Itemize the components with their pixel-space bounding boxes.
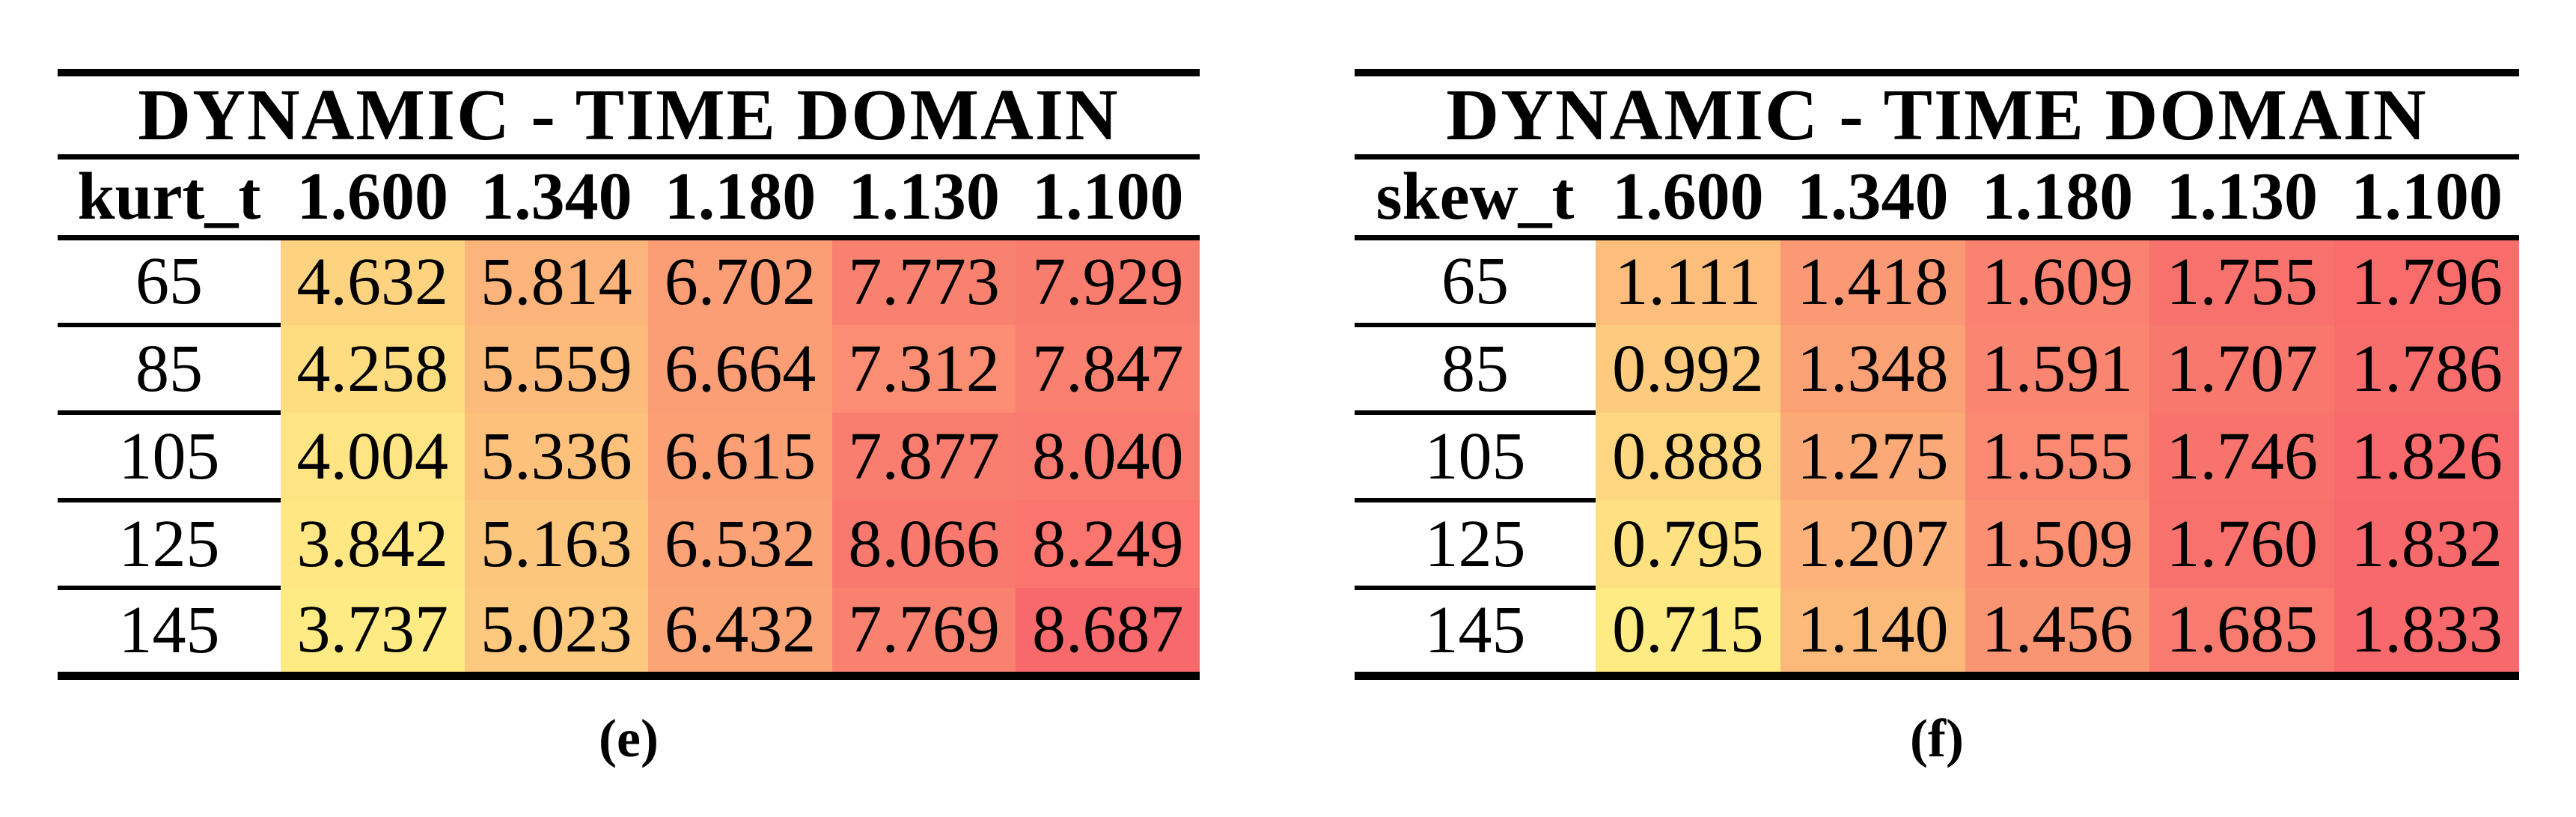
row-header-cell: 65 xyxy=(1355,237,1596,327)
heatmap-cell: 1.707 xyxy=(2149,325,2335,413)
col-header-cell: 1.340 xyxy=(1780,157,1965,240)
heatmap-cell: 0.795 xyxy=(1596,500,1780,588)
col-header-cell: 1.180 xyxy=(1965,157,2150,240)
heatmap-table-skew-t: DYNAMIC - TIME DOMAIN skew_t 1.600 1.340 1.1… xyxy=(1355,69,2519,680)
heatmap-cell: 6.702 xyxy=(648,237,832,325)
heatmap-cell: 0.888 xyxy=(1596,413,1780,500)
row-header-cell: 85 xyxy=(58,325,281,415)
row-header-cell: 125 xyxy=(1355,500,1596,590)
heatmap-cell: 4.632 xyxy=(281,237,465,325)
row-header-cell: 105 xyxy=(1355,413,1596,502)
heatmap-cell: 1.456 xyxy=(1965,588,2150,675)
heatmap-cell: 5.023 xyxy=(464,588,649,675)
heatmap-cell: 8.066 xyxy=(831,500,1016,588)
heatmap-cell: 6.664 xyxy=(648,325,832,413)
heatmap-cell: 3.842 xyxy=(281,500,465,588)
table-title: DYNAMIC - TIME DOMAIN xyxy=(58,73,1200,160)
subfigure-caption-f: (f) xyxy=(1910,708,1964,768)
heatmap-cell: 1.555 xyxy=(1965,413,2150,500)
heatmap-cell: 1.760 xyxy=(2149,500,2335,588)
heatmap-cell: 1.140 xyxy=(1780,588,1965,675)
row-header-cell: 145 xyxy=(58,588,281,675)
col-header-cell: 1.340 xyxy=(464,157,649,240)
table-title-row: DYNAMIC - TIME DOMAIN xyxy=(1355,73,2519,160)
heatmap-cell: 7.877 xyxy=(831,413,1016,500)
heatmap-cell: 7.769 xyxy=(831,588,1016,675)
col-header-cell: 1.600 xyxy=(1596,157,1780,240)
heatmap-cell: 3.737 xyxy=(281,588,465,675)
heatmap-cell: 8.040 xyxy=(1016,413,1200,500)
table-row: 85 4.258 5.559 6.664 7.312 7.847 xyxy=(58,325,1200,415)
table-row: 125 0.795 1.207 1.509 1.760 1.832 xyxy=(1355,500,2519,590)
table-title-row: DYNAMIC - TIME DOMAIN xyxy=(58,73,1200,160)
heatmap-cell: 8.249 xyxy=(1016,500,1200,588)
corner-header-cell: kurt_t xyxy=(58,157,281,240)
heatmap-cell: 1.833 xyxy=(2334,588,2519,675)
heatmap-cell: 8.687 xyxy=(1016,588,1200,675)
heatmap-cell: 6.615 xyxy=(648,413,832,500)
row-header-cell: 65 xyxy=(58,237,281,327)
col-header-cell: 1.130 xyxy=(2149,157,2335,240)
col-header-cell: 1.130 xyxy=(831,157,1016,240)
table-header-row: skew_t 1.600 1.340 1.180 1.130 1.100 xyxy=(1355,157,2519,240)
table-row: 85 0.992 1.348 1.591 1.707 1.786 xyxy=(1355,325,2519,415)
heatmap-cell: 7.847 xyxy=(1016,325,1200,413)
row-header-cell: 105 xyxy=(58,413,281,502)
table-row: 105 4.004 5.336 6.615 7.877 8.040 xyxy=(58,413,1200,502)
heatmap-cell: 6.532 xyxy=(648,500,832,588)
row-header-cell: 85 xyxy=(1355,325,1596,415)
heatmap-cell: 7.312 xyxy=(831,325,1016,413)
table-row: 125 3.842 5.163 6.532 8.066 8.249 xyxy=(58,500,1200,590)
heatmap-cell: 5.559 xyxy=(464,325,649,413)
heatmap-table-kurt-t: DYNAMIC - TIME DOMAIN kurt_t 1.600 1.340 1.1… xyxy=(58,69,1200,680)
col-header-cell: 1.180 xyxy=(648,157,832,240)
col-header-cell: 1.600 xyxy=(281,157,465,240)
heatmap-cell: 5.163 xyxy=(464,500,649,588)
heatmap-cell: 1.755 xyxy=(2149,237,2335,325)
row-header-cell: 145 xyxy=(1355,588,1596,675)
subfigure-caption-e: (e) xyxy=(599,708,659,768)
table-row: 65 4.632 5.814 6.702 7.773 7.929 xyxy=(58,237,1200,327)
heatmap-cell: 1.609 xyxy=(1965,237,2150,325)
table-title: DYNAMIC - TIME DOMAIN xyxy=(1355,73,2519,160)
table-row: 145 3.737 5.023 6.432 7.769 8.687 xyxy=(58,588,1200,675)
table-header-row: kurt_t 1.600 1.340 1.180 1.130 1.100 xyxy=(58,157,1200,240)
heatmap-cell: 1.111 xyxy=(1596,237,1780,325)
heatmap-cell: 1.207 xyxy=(1780,500,1965,588)
heatmap-cell: 1.275 xyxy=(1780,413,1965,500)
row-header-cell: 125 xyxy=(58,500,281,590)
heatmap-cell: 0.715 xyxy=(1596,588,1780,675)
heatmap-cell: 1.418 xyxy=(1780,237,1965,325)
subfigure-f: DYNAMIC - TIME DOMAIN skew_t 1.600 1.340 1.1… xyxy=(1355,69,2519,765)
col-header-cell: 1.100 xyxy=(2334,157,2519,240)
heatmap-cell: 1.832 xyxy=(2334,500,2519,588)
heatmap-cell: 7.929 xyxy=(1016,237,1200,325)
heatmap-cell: 5.814 xyxy=(464,237,649,325)
heatmap-cell: 0.992 xyxy=(1596,325,1780,413)
heatmap-cell: 1.348 xyxy=(1780,325,1965,413)
corner-header-cell: skew_t xyxy=(1355,157,1596,240)
heatmap-cell: 1.509 xyxy=(1965,500,2150,588)
table-row: 65 1.111 1.418 1.609 1.755 1.796 xyxy=(1355,237,2519,327)
heatmap-cell: 1.786 xyxy=(2334,325,2519,413)
table-row: 105 0.888 1.275 1.555 1.746 1.826 xyxy=(1355,413,2519,502)
heatmap-cell: 1.591 xyxy=(1965,325,2150,413)
subfigure-e: DYNAMIC - TIME DOMAIN kurt_t 1.600 1.340 1.1… xyxy=(58,69,1200,765)
col-header-cell: 1.100 xyxy=(1016,157,1200,240)
heatmap-cell: 7.773 xyxy=(831,237,1016,325)
heatmap-cell: 1.826 xyxy=(2334,413,2519,500)
table-row: 145 0.715 1.140 1.456 1.685 1.833 xyxy=(1355,588,2519,675)
heatmap-cell: 1.746 xyxy=(2149,413,2335,500)
heatmap-cell: 4.258 xyxy=(281,325,465,413)
heatmap-cell: 6.432 xyxy=(648,588,832,675)
heatmap-cell: 5.336 xyxy=(464,413,649,500)
heatmap-cell: 1.796 xyxy=(2334,237,2519,325)
heatmap-cell: 4.004 xyxy=(281,413,465,500)
heatmap-cell: 1.685 xyxy=(2149,588,2335,675)
